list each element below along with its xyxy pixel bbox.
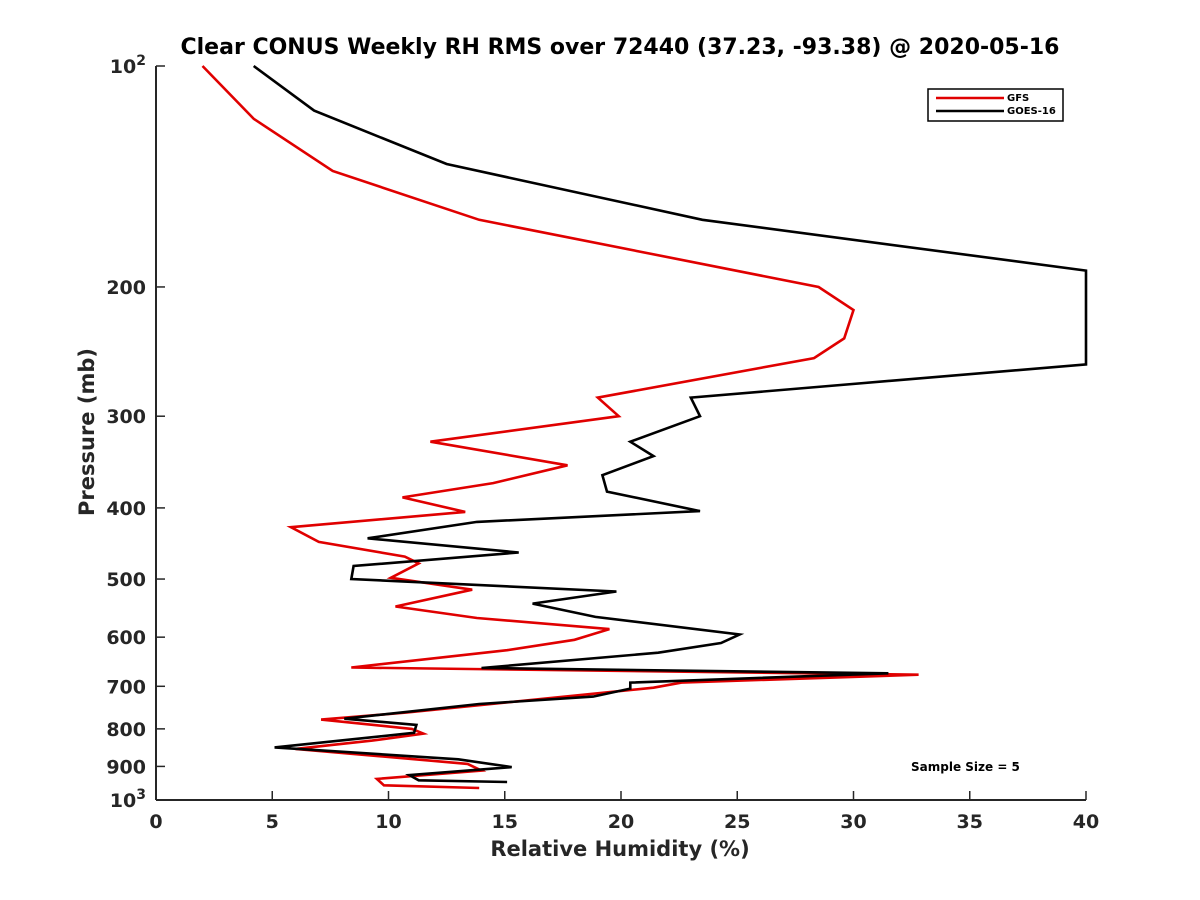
legend-label-goes16: GOES-16 — [1007, 106, 1056, 117]
x-tick-label: 35 — [957, 811, 983, 833]
y-tick-label: 700 — [106, 676, 146, 698]
series-layer — [201, 64, 1088, 790]
x-tick-label: 20 — [608, 811, 634, 833]
series-line-gfs — [201, 65, 919, 790]
x-tick-label: 10 — [375, 811, 401, 833]
chart-title: Clear CONUS Weekly RH RMS over 72440 (37… — [181, 35, 1060, 60]
sample-size-annotation: Sample Size = 5 — [911, 760, 1020, 774]
y-tick-label: 400 — [106, 498, 146, 520]
legend-label-gfs: GFS — [1007, 93, 1029, 104]
y-tick-label: 102 — [110, 53, 146, 78]
legend-box — [927, 88, 1064, 122]
y-tick-label: 900 — [106, 756, 146, 778]
x-tick-label: 30 — [840, 811, 866, 833]
y-tick-label: 300 — [106, 406, 146, 428]
legend: GFS GOES-16 — [927, 88, 1064, 122]
x-tick-label: 0 — [149, 811, 162, 833]
y-axis-ticks: 102 200 300 400 500 600 700 800 900 103 — [106, 53, 165, 812]
x-tick-label: 5 — [266, 811, 279, 833]
y-axis-title: Pressure (mb) — [75, 348, 99, 516]
y-tick-label: 103 — [110, 787, 146, 812]
y-tick-label: 500 — [106, 569, 146, 591]
x-axis-title: Relative Humidity (%) — [490, 837, 749, 861]
y-tick-label: 600 — [106, 627, 146, 649]
x-tick-label: 15 — [492, 811, 518, 833]
series-line-goes16 — [252, 64, 1088, 784]
x-tick-label: 40 — [1073, 811, 1099, 833]
x-tick-label: 25 — [724, 811, 750, 833]
x-axis-ticks: 0 5 10 15 20 25 30 35 40 — [149, 791, 1099, 833]
y-tick-label: 800 — [106, 719, 146, 741]
y-tick-label: 200 — [106, 277, 146, 299]
